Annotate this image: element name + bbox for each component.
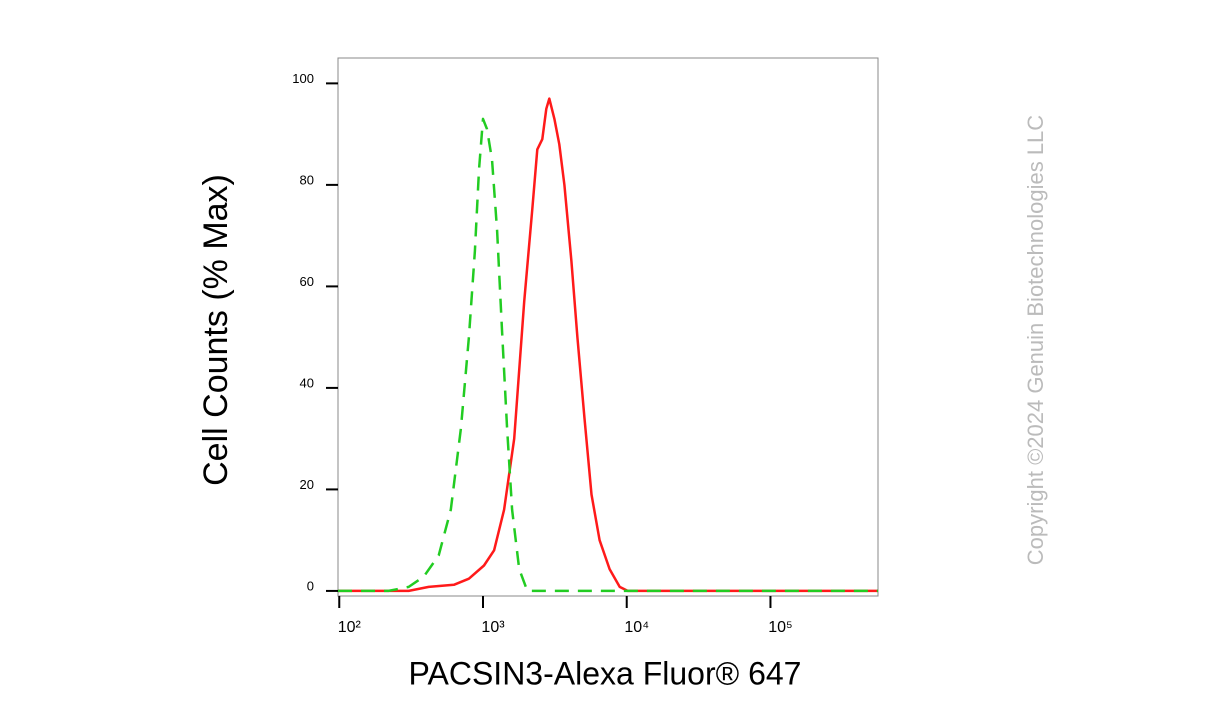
- series-line: [338, 117, 878, 593]
- y-tick-label: 20: [300, 477, 314, 492]
- plot-frame: [337, 57, 879, 597]
- y-tick-label: 100: [292, 71, 314, 86]
- y-tick-label: 60: [300, 274, 314, 289]
- watermark: Copyright ©2024 Genuin Biotechnologies L…: [1023, 115, 1048, 566]
- series-line: [338, 97, 878, 593]
- x-axis-label: PACSIN3-Alexa Fluor® 647: [409, 655, 802, 691]
- x-tick-label: 10²: [338, 619, 362, 636]
- y-axis-label: Cell Counts (% Max): [197, 174, 235, 486]
- x-tick-label: 10⁴: [624, 619, 649, 636]
- x-tick-label: 10³: [481, 619, 505, 636]
- y-tick-label: 80: [300, 172, 314, 187]
- y-tick-label: 40: [300, 375, 314, 390]
- x-tick-label: 10⁵: [768, 619, 792, 636]
- y-tick-label: 0: [307, 578, 314, 593]
